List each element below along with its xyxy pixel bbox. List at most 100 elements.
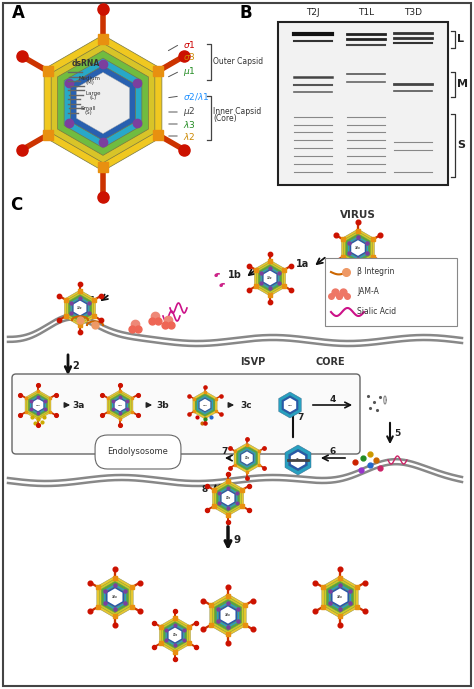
Text: $\lambda$2: $\lambda$2 [183, 130, 195, 141]
Polygon shape [68, 294, 91, 322]
Text: 1b: 1b [228, 270, 242, 280]
Text: 8: 8 [202, 486, 208, 495]
Polygon shape [260, 267, 280, 289]
Polygon shape [347, 236, 368, 260]
Polygon shape [71, 65, 136, 141]
Polygon shape [66, 292, 93, 324]
Polygon shape [322, 576, 358, 618]
Polygon shape [241, 451, 253, 464]
Text: 7: 7 [222, 447, 228, 457]
Polygon shape [51, 43, 155, 163]
Text: (M): (M) [86, 80, 94, 85]
Text: 6: 6 [330, 447, 336, 457]
Polygon shape [351, 240, 365, 256]
Text: C: C [10, 196, 22, 214]
Polygon shape [44, 35, 162, 171]
Polygon shape [28, 393, 48, 416]
Text: dsRNA: dsRNA [72, 59, 100, 68]
Polygon shape [240, 450, 254, 466]
Text: S: S [457, 140, 465, 150]
Text: JAM-A: JAM-A [357, 287, 379, 296]
Polygon shape [331, 586, 349, 608]
Polygon shape [282, 395, 298, 414]
Text: 10x: 10x [337, 595, 343, 599]
Text: 10x: 10x [202, 404, 207, 406]
Text: $\sigma$1: $\sigma$1 [183, 39, 196, 50]
Text: Outer Capsid: Outer Capsid [213, 57, 263, 67]
Text: T1L: T1L [358, 8, 374, 17]
Polygon shape [110, 393, 130, 416]
Text: 1c: 1c [82, 294, 95, 304]
Polygon shape [162, 619, 189, 650]
Polygon shape [324, 579, 356, 615]
Polygon shape [197, 395, 213, 415]
Polygon shape [106, 586, 124, 608]
Polygon shape [220, 606, 236, 624]
Bar [278, 22, 448, 185]
Text: Medium: Medium [79, 76, 101, 81]
Polygon shape [115, 399, 125, 411]
Polygon shape [199, 398, 211, 413]
Polygon shape [222, 491, 234, 505]
Polygon shape [285, 445, 311, 475]
Polygon shape [101, 582, 128, 613]
Text: 3a: 3a [73, 400, 85, 409]
Polygon shape [264, 271, 276, 285]
Polygon shape [327, 582, 354, 613]
Text: $\sigma$3: $\sigma$3 [183, 52, 196, 63]
Text: 5: 5 [394, 429, 400, 438]
Text: T3D: T3D [404, 8, 422, 17]
Polygon shape [216, 484, 240, 511]
Polygon shape [31, 398, 45, 413]
Polygon shape [220, 489, 236, 507]
Polygon shape [234, 443, 260, 473]
Text: L: L [457, 34, 464, 44]
Polygon shape [238, 448, 256, 469]
Polygon shape [279, 392, 301, 418]
Text: 10x: 10x [295, 458, 301, 462]
Polygon shape [72, 299, 88, 317]
Polygon shape [169, 628, 182, 642]
Polygon shape [109, 392, 131, 418]
Text: 9: 9 [234, 535, 241, 545]
Text: (S): (S) [84, 110, 92, 115]
Polygon shape [113, 398, 127, 413]
Polygon shape [112, 395, 128, 415]
Polygon shape [195, 393, 215, 416]
Text: 3c: 3c [240, 400, 252, 409]
Bar [325, 258, 457, 326]
Polygon shape [214, 482, 242, 514]
Polygon shape [256, 263, 283, 294]
Text: $\sigma$2/$\lambda$1: $\sigma$2/$\lambda$1 [183, 90, 210, 101]
Text: 3b: 3b [157, 400, 169, 409]
Text: 7: 7 [297, 413, 303, 422]
Polygon shape [255, 260, 286, 296]
Polygon shape [210, 594, 246, 636]
Text: 2: 2 [72, 361, 79, 371]
Text: T2J: T2J [306, 8, 320, 17]
Polygon shape [25, 390, 51, 420]
Polygon shape [167, 626, 183, 644]
Text: 10x: 10x [225, 613, 231, 617]
Polygon shape [64, 290, 96, 326]
Text: B: B [240, 4, 253, 22]
Polygon shape [164, 621, 187, 648]
Text: 10x: 10x [173, 633, 178, 637]
Text: 1a: 1a [296, 259, 309, 269]
Text: $\mu$1: $\mu$1 [183, 65, 196, 77]
Polygon shape [30, 395, 46, 415]
Text: ISVP: ISVP [240, 357, 265, 367]
Text: 10x: 10x [112, 595, 118, 599]
Text: Inner Capsid: Inner Capsid [213, 107, 261, 116]
Polygon shape [33, 399, 43, 411]
Text: (Core): (Core) [213, 114, 237, 123]
Polygon shape [58, 50, 148, 155]
Polygon shape [108, 588, 122, 606]
Polygon shape [342, 229, 374, 267]
Polygon shape [70, 297, 90, 319]
Text: Small: Small [80, 106, 96, 111]
Polygon shape [214, 599, 242, 630]
Polygon shape [237, 446, 258, 471]
Text: M: M [457, 79, 468, 89]
Polygon shape [346, 234, 370, 263]
